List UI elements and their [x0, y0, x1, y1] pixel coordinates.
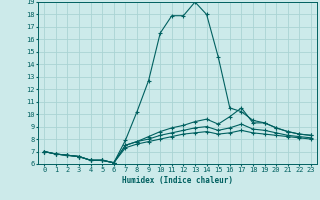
- X-axis label: Humidex (Indice chaleur): Humidex (Indice chaleur): [122, 176, 233, 185]
